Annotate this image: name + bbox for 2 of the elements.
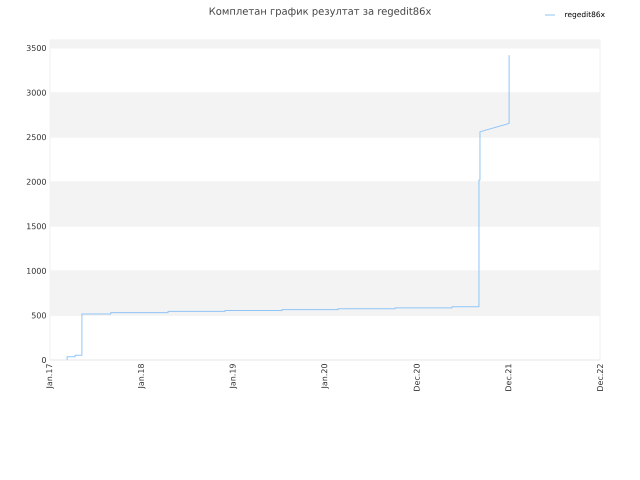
chart-title: Комплетан график резултат за regedit86x <box>210 7 432 17</box>
line-series <box>66 54 510 360</box>
